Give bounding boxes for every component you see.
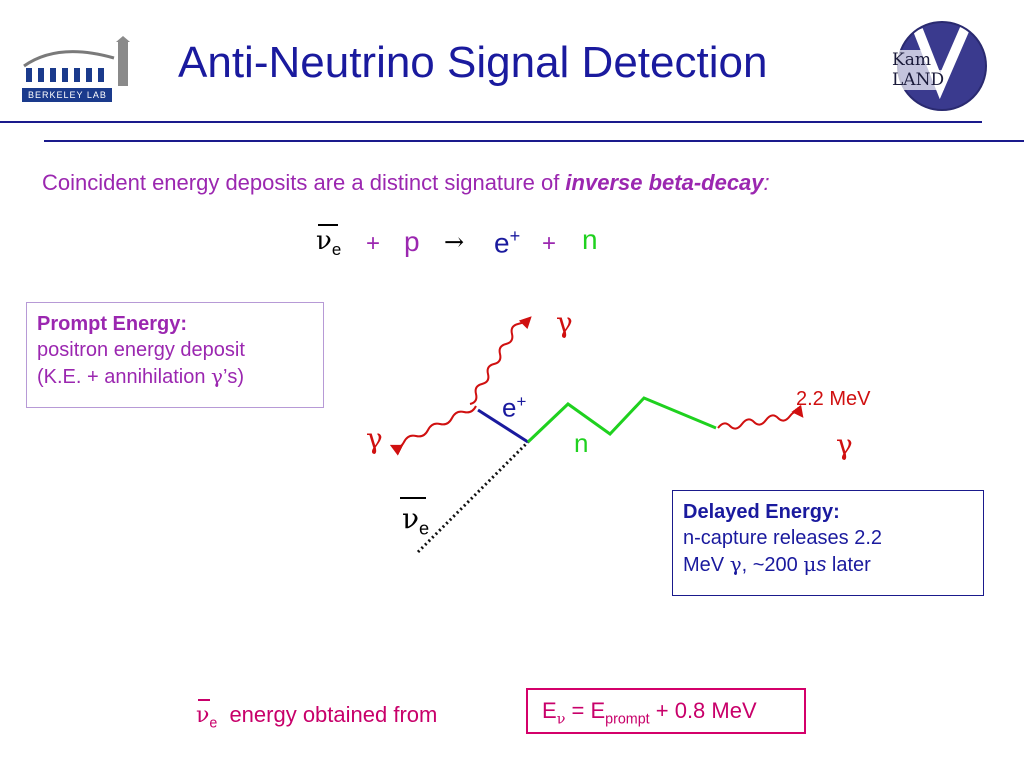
bottom-antineutrino-bar xyxy=(198,699,210,701)
bottom-statement: νe energy obtained from xyxy=(196,702,438,732)
header-rule-1 xyxy=(0,121,982,123)
diagram-antineutrino-label: νe xyxy=(402,502,430,539)
reaction-antineutrino: νe xyxy=(316,226,342,260)
prompt-energy-line-2: (K.E. + annihilation γ’s) xyxy=(37,364,245,388)
prompt-energy-heading: Prompt Energy: xyxy=(37,313,188,335)
reaction-positron: e+ xyxy=(494,226,521,259)
kamland-logo-text-2: LAND xyxy=(892,70,945,90)
neutron-label: n xyxy=(574,428,589,458)
intro-emphasis: inverse beta-decay xyxy=(565,170,764,195)
intro-text: Coincident energy deposits are a distinc… xyxy=(42,170,566,195)
reaction-proton: p xyxy=(404,226,420,257)
reaction-antineutrino-bar xyxy=(318,224,338,226)
prompt-energy-line-1: positron energy deposit xyxy=(37,339,245,361)
gamma-label-left: γ xyxy=(366,422,383,455)
berkeley-lab-logo: Berkeley Lab xyxy=(18,36,144,106)
reaction-plus-1: + xyxy=(366,230,381,257)
energy-equation-box: Eν = Eprompt + 0.8 MeV xyxy=(526,688,806,734)
positron-label: e+ xyxy=(502,392,527,423)
header-rule-2 xyxy=(44,140,1024,142)
intro-colon: : xyxy=(763,170,770,195)
reaction-arrow: → xyxy=(444,228,465,256)
berkeley-lab-logo-text: Berkeley Lab xyxy=(28,90,107,100)
gamma-wave-left xyxy=(389,405,477,456)
delayed-energy-box: Delayed Energy: n-capture releases 2.2 M… xyxy=(672,490,984,596)
positron-track xyxy=(477,408,529,444)
capture-energy-label: 2.2 MeV xyxy=(796,388,871,410)
reaction-plus-2: + xyxy=(542,230,557,257)
delayed-energy-heading: Delayed Energy: xyxy=(683,501,840,523)
neutron-track xyxy=(526,396,717,444)
gamma-wave-top xyxy=(469,316,532,405)
intro-sentence: Coincident energy deposits are a distinc… xyxy=(42,170,770,196)
kamland-logo: Kam LAND xyxy=(890,16,990,116)
antineutrino-track xyxy=(416,440,530,554)
gamma-label-right: γ xyxy=(836,428,853,461)
delayed-energy-line-1: n-capture releases 2.2 xyxy=(683,527,883,549)
reaction-neutron: n xyxy=(582,224,598,255)
gamma-label-top: γ xyxy=(556,306,573,339)
kamland-logo-text-1: Kam xyxy=(892,50,931,70)
page-title: Anti-Neutrino Signal Detection xyxy=(178,38,768,87)
delayed-energy-line-2: MeV γ, ~200 μs later xyxy=(683,552,871,576)
gamma-wave-right xyxy=(717,404,804,430)
prompt-energy-box: Prompt Energy: positron energy deposit (… xyxy=(26,302,324,408)
